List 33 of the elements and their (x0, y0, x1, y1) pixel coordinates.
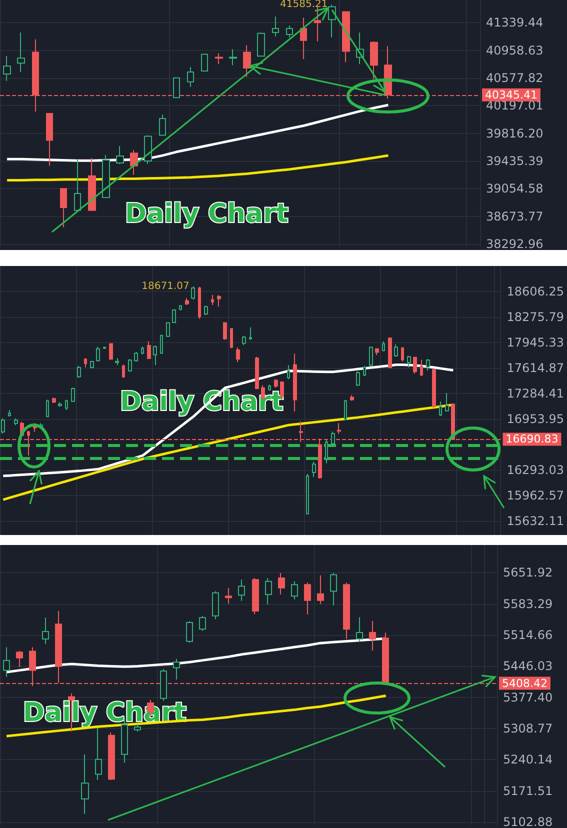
y-tick-label: 5102.88 (503, 815, 553, 828)
y-tick-label: 5651.92 (503, 566, 553, 580)
y-tick-label: 17945.33 (506, 335, 564, 350)
y-tick-label: 17284.41 (506, 386, 564, 400)
y-tick-label: 5583.29 (503, 596, 553, 611)
y-tick-label: 41339.44 (486, 16, 544, 30)
ref-line-label: 16690.83 (506, 432, 558, 446)
y-tick-label: 39054.58 (486, 182, 544, 196)
y-tick-label: 5171.51 (503, 784, 553, 798)
y-tick-label: 38673.77 (486, 209, 544, 224)
y-tick-label: 5377.40 (503, 690, 553, 704)
y-tick-label: 16953.95 (506, 412, 564, 426)
y-tick-label: 38292.96 (486, 237, 544, 251)
y-tick-label: 5446.03 (503, 659, 553, 674)
y-tick-label: 18275.79 (506, 310, 564, 324)
annotation: 18671.07 (142, 280, 190, 292)
y-tick-label: 5308.77 (503, 722, 553, 736)
y-tick-label: 40577.82 (486, 70, 544, 85)
y-tick-label: 15962.57 (506, 488, 564, 502)
y-tick-label: 16293.03 (506, 462, 564, 477)
y-tick-label: 5240.14 (503, 752, 553, 767)
y-tick-label: 39816.20 (486, 126, 544, 140)
y-tick-label: 17614.87 (506, 360, 564, 375)
y-tick-label: 40958.63 (486, 43, 544, 58)
text: Daily Chart (125, 199, 288, 229)
annotation: 41585.21 (280, 0, 328, 10)
y-tick-label: 40197.01 (486, 98, 544, 113)
y-tick-label: 15632.11 (506, 514, 564, 528)
y-tick-label: 5514.66 (503, 628, 553, 642)
ref-line-label: 5408.42 (502, 676, 548, 690)
y-tick-label: 18606.25 (506, 284, 564, 298)
ref-line-label: 40345.41 (485, 88, 538, 102)
y-tick-label: 39435.39 (486, 154, 544, 168)
